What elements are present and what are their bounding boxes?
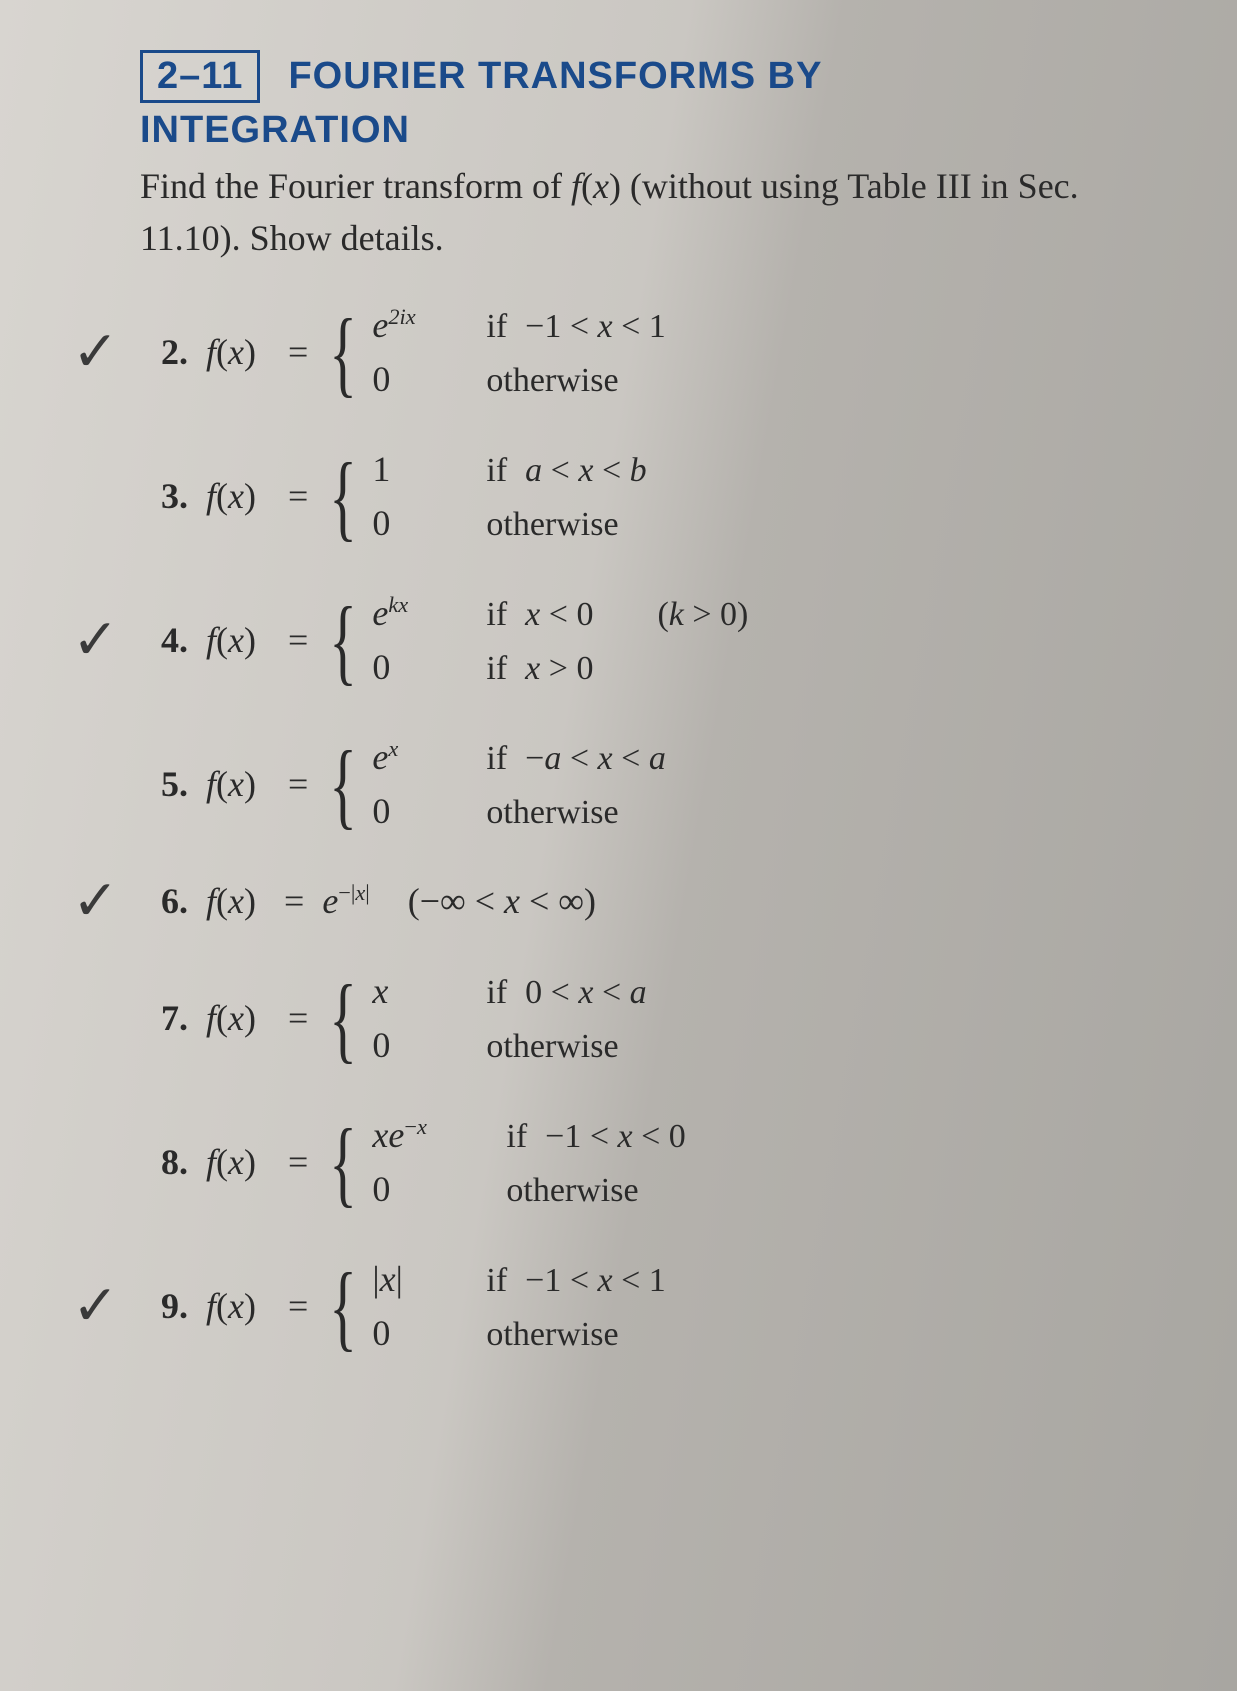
function-lhs: f(x): [206, 331, 256, 373]
equals-sign: =: [288, 331, 308, 373]
problem-number: 3.: [140, 475, 188, 517]
cases: 1 ifa < x < b 0 otherwise: [372, 448, 646, 544]
problem-7: 7. f(x) = { x if0 < x < a 0 otherwise: [140, 970, 1147, 1066]
cases: xe−x if−1 < x < 0 0 otherwise: [372, 1114, 685, 1210]
case-value: 0: [372, 502, 452, 544]
case-condition: otherwise: [486, 794, 618, 832]
equals-sign: =: [288, 1285, 308, 1327]
case-row: e2ix if−1 < x < 1: [372, 304, 665, 346]
case-value: 1: [372, 448, 452, 490]
case-value: 0: [372, 646, 452, 688]
section-number-box: 2–11: [140, 50, 260, 103]
section-title-line2: INTEGRATION: [140, 109, 1147, 152]
cases: x if0 < x < a 0 otherwise: [372, 970, 646, 1066]
brace-icon: {: [330, 1129, 358, 1196]
case-value: xe−x: [372, 1114, 472, 1156]
brace-icon: {: [330, 985, 358, 1052]
case-condition: otherwise: [486, 362, 618, 400]
problem-5: 5. f(x) = { ex if−a < x < a 0 otherwise: [140, 736, 1147, 832]
case-row: ex if−a < x < a: [372, 736, 665, 778]
problem-3: 3. f(x) = { 1 ifa < x < b 0 otherwise: [140, 448, 1147, 544]
problem-2: ✓ 2. f(x) = { e2ix if−1 < x < 1 0 otherw…: [140, 304, 1147, 400]
brace-icon: {: [330, 463, 358, 530]
case-condition: if−1 < x < 0: [506, 1118, 685, 1156]
section-title-line1: FOURIER TRANSFORMS BY: [288, 55, 822, 98]
function-lhs: f(x): [206, 619, 256, 661]
case-row: |x| if−1 < x < 1: [372, 1258, 665, 1300]
problem-6: ✓ 6. f(x) = e−|x| (−∞ < x < ∞): [140, 880, 1147, 922]
check-icon: ✓: [72, 608, 119, 673]
case-condition: if−a < x < a: [486, 740, 665, 778]
problem-number: 2.: [140, 331, 188, 373]
extra-condition: (k > 0): [657, 596, 748, 634]
case-condition: otherwise: [486, 1028, 618, 1066]
case-value: 0: [372, 358, 452, 400]
brace-icon: {: [330, 751, 358, 818]
problem-number: 5.: [140, 763, 188, 805]
case-condition: otherwise: [486, 1316, 618, 1354]
function-lhs: f(x): [206, 997, 256, 1039]
case-row: x if0 < x < a: [372, 970, 646, 1012]
problem-4: ✓ 4. f(x) = { ekx ifx < 0 (k > 0) 0 ifx …: [140, 592, 1147, 688]
case-row: ekx ifx < 0 (k > 0): [372, 592, 748, 634]
cases: ex if−a < x < a 0 otherwise: [372, 736, 665, 832]
problem-number: 4.: [140, 619, 188, 661]
function-lhs: f(x): [206, 1285, 256, 1327]
cases: e2ix if−1 < x < 1 0 otherwise: [372, 304, 665, 400]
case-row: 0 otherwise: [372, 358, 665, 400]
case-row: 0 otherwise: [372, 502, 646, 544]
case-value: x: [372, 970, 452, 1012]
section-header: 2–11 FOURIER TRANSFORMS BY: [140, 50, 1147, 103]
case-condition: ifa < x < b: [486, 452, 646, 490]
brace-icon: {: [330, 607, 358, 674]
case-value: 0: [372, 790, 452, 832]
case-condition: ifx < 0: [486, 596, 593, 634]
case-row: 0 ifx > 0: [372, 646, 748, 688]
case-condition: otherwise: [506, 1172, 638, 1210]
case-row: 0 otherwise: [372, 1168, 685, 1210]
case-condition: if0 < x < a: [486, 974, 646, 1012]
problem-list: ✓ 2. f(x) = { e2ix if−1 < x < 1 0 otherw…: [140, 304, 1147, 1354]
problem-8: 8. f(x) = { xe−x if−1 < x < 0 0 otherwis…: [140, 1114, 1147, 1210]
case-row: 1 ifa < x < b: [372, 448, 646, 490]
equals-sign: =: [288, 1141, 308, 1183]
problem-number: 6.: [140, 880, 188, 922]
case-value: 0: [372, 1168, 472, 1210]
equals-sign: =: [288, 475, 308, 517]
case-row: 0 otherwise: [372, 790, 665, 832]
brace-icon: {: [330, 319, 358, 386]
case-row: xe−x if−1 < x < 0: [372, 1114, 685, 1156]
function-lhs: f(x): [206, 475, 256, 517]
problem-number: 9.: [140, 1285, 188, 1327]
case-condition: ifx > 0: [486, 650, 593, 688]
brace-icon: {: [330, 1273, 358, 1340]
check-icon: ✓: [72, 320, 119, 385]
case-value: ekx: [372, 592, 452, 634]
cases: ekx ifx < 0 (k > 0) 0 ifx > 0: [372, 592, 748, 688]
equals-sign: =: [288, 619, 308, 661]
case-row: 0 otherwise: [372, 1312, 665, 1354]
equals-sign: =: [288, 997, 308, 1039]
problem-number: 7.: [140, 997, 188, 1039]
instruction-text: Find the Fourier transform of f(x) (with…: [140, 160, 1147, 264]
case-value: 0: [372, 1312, 452, 1354]
check-icon: ✓: [72, 1274, 119, 1339]
function-lhs: f(x): [206, 763, 256, 805]
case-value: ex: [372, 736, 452, 778]
check-icon: ✓: [72, 869, 119, 934]
case-row: 0 otherwise: [372, 1024, 646, 1066]
inline-equation: f(x) = e−|x| (−∞ < x < ∞): [206, 880, 596, 922]
problem-number: 8.: [140, 1141, 188, 1183]
case-condition: if−1 < x < 1: [486, 308, 665, 346]
equals-sign: =: [288, 763, 308, 805]
case-value: |x|: [372, 1258, 452, 1300]
case-condition: if−1 < x < 1: [486, 1262, 665, 1300]
case-condition: otherwise: [486, 506, 618, 544]
function-lhs: f(x): [206, 1141, 256, 1183]
cases: |x| if−1 < x < 1 0 otherwise: [372, 1258, 665, 1354]
problem-9: ✓ 9. f(x) = { |x| if−1 < x < 1 0 otherwi…: [140, 1258, 1147, 1354]
case-value: e2ix: [372, 304, 452, 346]
case-value: 0: [372, 1024, 452, 1066]
